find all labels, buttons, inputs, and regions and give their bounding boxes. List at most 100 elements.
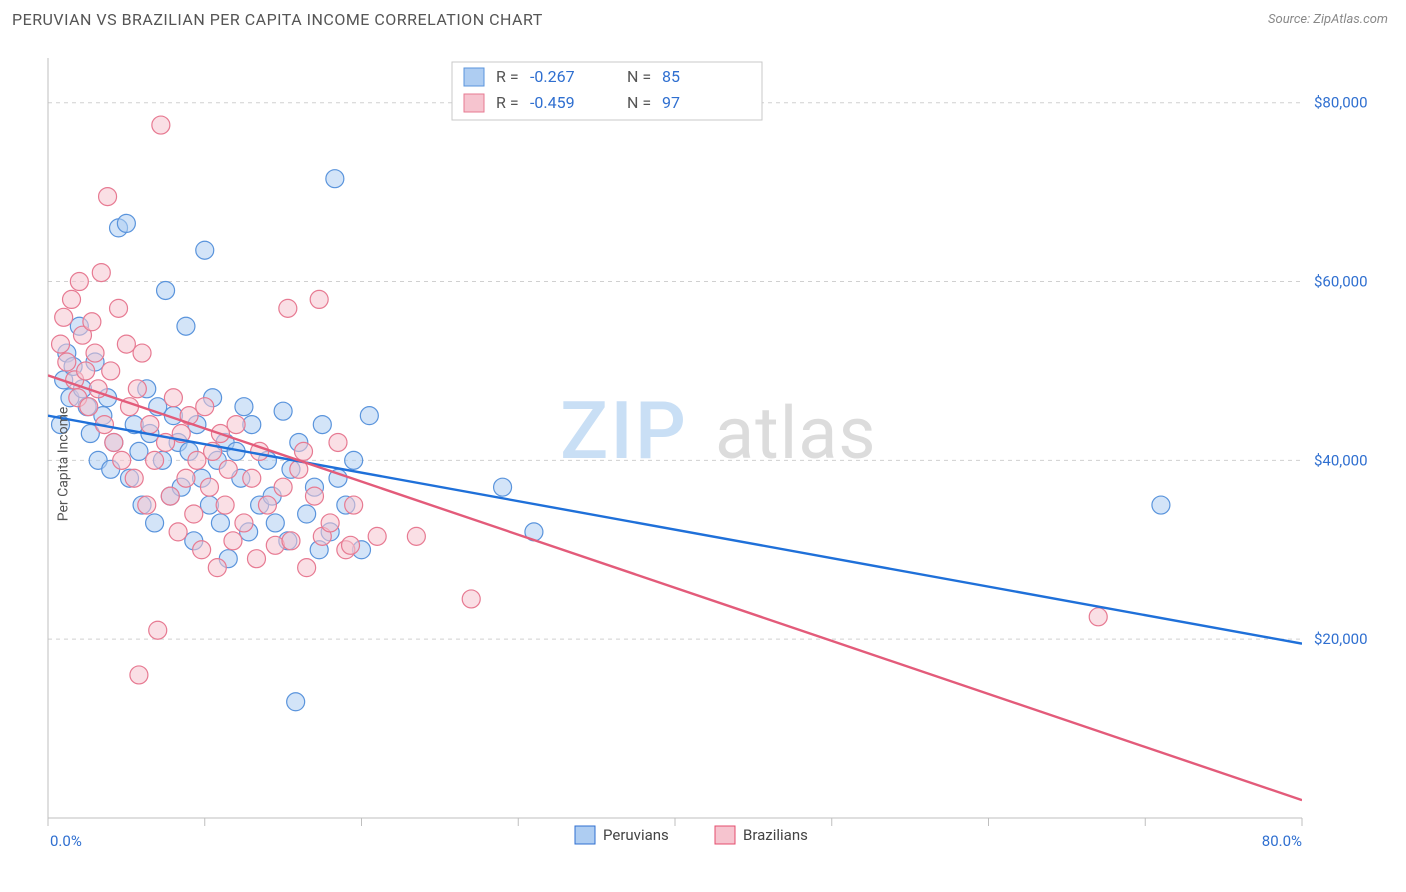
stat-r-label: R = [496,93,519,112]
data-point [219,460,237,478]
data-point [130,442,148,460]
data-point [86,344,104,362]
stat-n-label: N = [627,93,651,112]
data-point [80,398,98,416]
stat-r-value: -0.267 [530,67,575,86]
data-point [329,433,347,451]
data-point [128,380,146,398]
data-point [247,550,265,568]
data-point [110,299,128,317]
data-point [342,536,360,554]
chart-container: Per Capita Income $20,000$40,000$60,000$… [12,48,1394,880]
data-point [63,290,81,308]
data-point [130,666,148,684]
data-point [274,402,292,420]
data-point [235,398,253,416]
data-point [193,541,211,559]
data-point [313,416,331,434]
data-point [125,469,143,487]
data-point [157,281,175,299]
data-point [152,116,170,134]
data-point [305,487,323,505]
data-point [326,170,344,188]
data-point [279,299,297,317]
data-point [345,496,363,514]
data-point [321,514,339,532]
y-tick-label: $20,000 [1314,630,1368,648]
watermark-icon: ZIP [560,384,688,478]
data-point [368,527,386,545]
data-point [1089,608,1107,626]
data-point [149,621,167,639]
data-point [407,527,425,545]
data-point [164,389,182,407]
data-point [211,514,229,532]
data-point [138,496,156,514]
data-point [282,532,300,550]
data-point [287,693,305,711]
stat-r-value: -0.459 [530,93,575,112]
data-point [169,523,187,541]
data-point [133,344,151,362]
data-point [102,362,120,380]
data-point [298,505,316,523]
series-swatch-icon [464,68,484,86]
data-point [113,451,131,469]
data-point [243,469,261,487]
stat-n-value: 97 [662,93,680,112]
legend-label: Brazilians [743,826,808,844]
data-point [52,335,70,353]
data-point [462,590,480,608]
x-tick-label: 80.0% [1262,832,1302,850]
data-point [117,214,135,232]
data-point [83,313,101,331]
data-point [345,451,363,469]
watermark-icon: atlas [715,391,877,476]
stat-r-label: R = [496,67,519,86]
data-point [298,559,316,577]
chart-title: PERUVIAN VS BRAZILIAN PER CAPITA INCOME … [12,10,543,29]
data-point [216,496,234,514]
data-point [235,514,253,532]
data-point [227,416,245,434]
correlation-scatter-chart: $20,000 $40,000 $60,000 $80,000 ZIP atlas 0.0%… [12,48,1394,880]
data-point [70,273,88,291]
data-point [360,407,378,425]
data-point [105,433,123,451]
data-point [188,451,206,469]
data-point [208,559,226,577]
data-point [77,362,95,380]
y-axis-label: Per Capita Income [55,407,71,522]
legend-swatch-icon [575,826,595,844]
data-point [200,478,218,496]
data-point [146,514,164,532]
data-point [310,290,328,308]
data-point [141,416,159,434]
data-point [58,353,76,371]
data-point [161,487,179,505]
data-point [185,505,203,523]
y-tick-label: $60,000 [1314,273,1368,291]
data-point [224,532,242,550]
x-tick-label: 0.0% [50,832,82,850]
stat-n-label: N = [627,67,651,86]
data-point [1152,496,1170,514]
data-point [274,478,292,496]
chart-source: Source: ZipAtlas.com [1268,12,1388,27]
data-point [92,264,110,282]
data-point [99,188,117,206]
chart-header: PERUVIAN VS BRAZILIAN PER CAPITA INCOME … [0,0,1406,37]
data-point [258,496,276,514]
data-point [196,241,214,259]
legend-label: Peruvians [603,826,669,844]
data-point [266,514,284,532]
stat-n-value: 85 [662,67,680,86]
data-point [55,308,73,326]
data-point [177,317,195,335]
y-tick-label: $80,000 [1314,94,1368,112]
data-point [117,335,135,353]
data-point [177,469,195,487]
legend-swatch-icon [715,826,735,844]
data-point [146,451,164,469]
y-tick-label: $40,000 [1314,451,1368,469]
